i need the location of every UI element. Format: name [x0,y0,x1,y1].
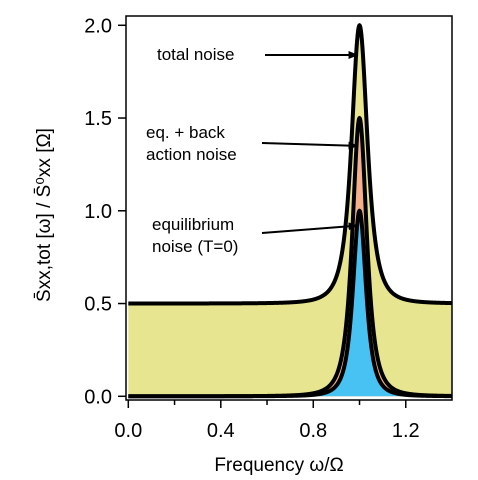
annotation-label: action noise [146,145,237,164]
y-tick-label: 0.5 [84,294,112,316]
x-tick-label: 1.2 [392,420,420,442]
line-layer [126,23,454,399]
x-tick-label: 0.8 [299,420,327,442]
annotation-label: noise (T=0) [152,237,238,256]
area-layer [128,25,452,397]
plot-frame [125,15,453,401]
annotation-label: eq. + back [146,123,225,142]
area-total [128,25,452,397]
y-tick-label: 2.0 [84,15,112,37]
x-tick-label: 0.4 [207,420,235,442]
axis-layer: 0.0 0.5 1.0 1.5 2.0 0.0 0.4 0.8 1.2 [84,15,453,442]
series-line-total [126,23,454,306]
y-tick-label: 0.0 [84,386,112,408]
x-axis-label: Frequency ω/Ω [214,455,343,476]
y-axis-label: S̄xx,tot [ω] / S̄⁰xx [Ω] [34,128,55,302]
annotation-label: total noise [157,45,235,64]
annotation-label: equilibrium [152,215,234,234]
y-tick-label: 1.5 [84,108,112,130]
annotation-arrow [261,141,359,150]
annotation-layer: total noise eq. + back action noise equilib… [146,45,359,256]
series-line-equilibrium [126,208,454,399]
annotation-arrow [261,222,359,234]
y-tick-label: 1.0 [84,201,112,223]
x-tick-label: 0.0 [114,420,142,442]
